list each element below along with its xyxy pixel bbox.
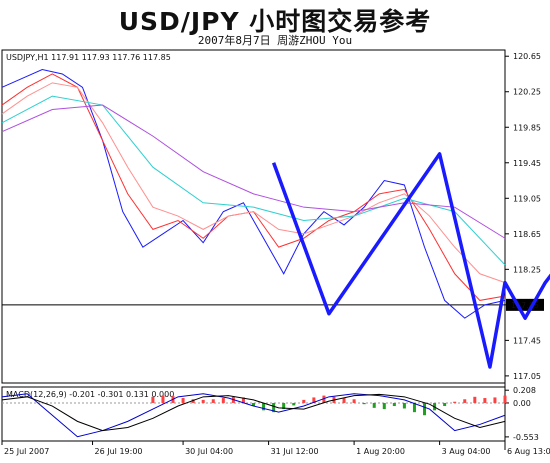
y-tick-label: 120.25 [513,88,541,97]
macd-histogram-bar [302,399,306,403]
y-tick-label: 117.05 [513,372,541,381]
chart-title: USD/JPY 小时图交易参考 [118,7,432,36]
macd-histogram-bar [503,395,507,403]
macd-signal-line [1,393,506,432]
x-tick-label: 26 Jul 19:00 [95,447,143,456]
macd-histogram-bar [443,402,447,407]
price-series-0 [1,69,506,319]
price-info-label: USDJPY,H1 117.91 117.93 117.76 117.85 [6,53,171,62]
y-tick-label: 119.85 [513,123,541,132]
price-series-4 [1,104,506,239]
chart-subtitle: 2007年8月7日 周游ZHOU You [197,34,353,47]
macd-histogram-bar [342,398,346,403]
y-tick-label: 118.25 [513,265,541,274]
macd-histogram-bar [191,399,195,403]
y-tick-label: 118.65 [513,230,541,239]
current-price-label: 117.85 [511,301,539,310]
macd-histogram-bar [312,397,316,403]
macd-histogram-bar [201,399,205,403]
macd-histogram-bar [453,401,457,403]
macd-histogram-bar [221,398,225,403]
price-series-2 [1,82,506,284]
macd-histogram-bar [262,402,266,411]
y-tick-label: 120.65 [513,52,541,61]
macd-histogram-bar [292,402,296,406]
macd-line [1,393,506,438]
y-tick-label: 119.05 [513,194,541,203]
macd-histogram-bar [402,402,406,409]
macd-histogram-bar [211,399,215,403]
macd-histogram-bar [282,402,286,410]
macd-histogram-bar [322,395,326,403]
y-tick-label: 119.45 [513,159,541,168]
macd-histogram-bar [362,402,366,405]
x-tick-label: 1 Aug 20:00 [356,447,405,456]
macd-histogram-bar [392,402,396,407]
macd-histogram-bar [372,402,376,408]
macd-y-tick-label: -0.553 [513,433,539,442]
price-series-3 [1,95,506,266]
macd-histogram-bar [161,395,165,403]
macd-histogram-bar [352,399,356,403]
macd-histogram-bar [473,396,477,403]
macd-histogram-bar [493,397,497,403]
macd-histogram-bar [423,402,427,416]
macd-histogram-bar [181,398,185,403]
macd-histogram-bar [272,402,276,413]
x-tick-label: 31 Jul 12:00 [271,447,319,456]
x-tick-label: 3 Aug 04:00 [442,447,491,456]
macd-histogram-bar [241,397,245,403]
macd-y-tick-label: 0.208 [513,386,536,395]
macd-histogram-bar [483,398,487,403]
macd-info-label: MACD(12,26,9) -0.201 -0.301 0.131 0.000 [6,390,174,399]
x-tick-label: 6 Aug 13:00 [507,447,550,456]
x-tick-label: 25 Jul 2007 [4,447,49,456]
macd-histogram-bar [463,399,467,403]
x-tick-label: 30 Jul 04:00 [185,447,233,456]
macd-histogram-bar [151,396,155,403]
trend-path [271,152,550,369]
macd-histogram-bar [382,402,386,410]
macd-histogram-bar [412,402,416,413]
y-tick-label: 117.45 [513,336,541,345]
macd-y-tick-label: 0.00 [513,399,531,408]
macd-histogram-bar [252,402,255,407]
